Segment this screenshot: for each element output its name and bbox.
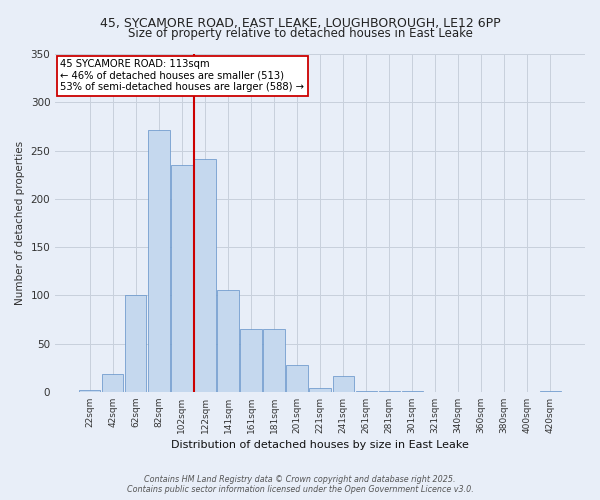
Bar	[217, 290, 239, 392]
Bar	[102, 374, 124, 392]
Bar	[286, 365, 308, 392]
Bar	[356, 391, 377, 392]
Bar	[148, 130, 170, 392]
Text: 45, SYCAMORE ROAD, EAST LEAKE, LOUGHBOROUGH, LE12 6PP: 45, SYCAMORE ROAD, EAST LEAKE, LOUGHBORO…	[100, 18, 500, 30]
Bar	[379, 391, 400, 392]
Text: Contains HM Land Registry data © Crown copyright and database right 2025.
Contai: Contains HM Land Registry data © Crown c…	[127, 474, 473, 494]
Bar	[540, 391, 561, 392]
Text: 45 SYCAMORE ROAD: 113sqm
← 46% of detached houses are smaller (513)
53% of semi-: 45 SYCAMORE ROAD: 113sqm ← 46% of detach…	[61, 59, 304, 92]
Bar	[332, 376, 353, 392]
Bar	[401, 391, 423, 392]
Bar	[241, 329, 262, 392]
Bar	[172, 165, 193, 392]
Bar	[125, 296, 146, 392]
Y-axis label: Number of detached properties: Number of detached properties	[15, 141, 25, 305]
Bar	[263, 329, 284, 392]
Bar	[194, 159, 215, 392]
Text: Size of property relative to detached houses in East Leake: Size of property relative to detached ho…	[128, 28, 472, 40]
Bar	[79, 390, 100, 392]
X-axis label: Distribution of detached houses by size in East Leake: Distribution of detached houses by size …	[171, 440, 469, 450]
Bar	[310, 388, 331, 392]
